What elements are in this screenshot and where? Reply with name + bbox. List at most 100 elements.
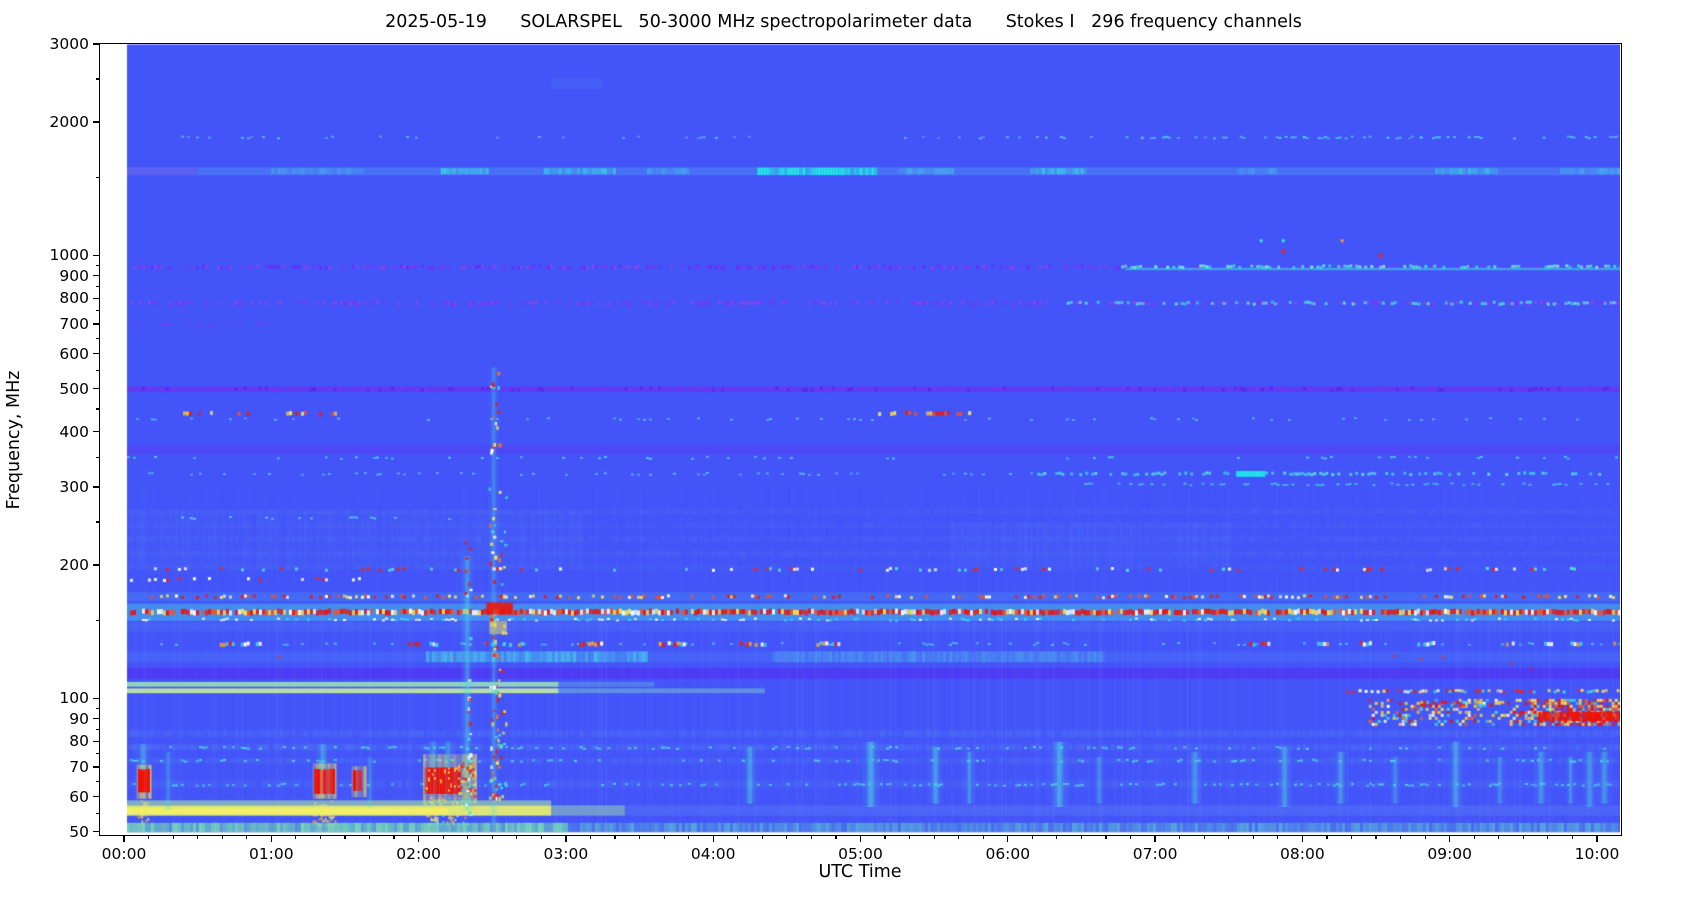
y-tick-label: 60 bbox=[69, 787, 89, 806]
x-minor-tick bbox=[319, 835, 321, 839]
y-major-tick bbox=[93, 323, 100, 325]
y-tick-label: 1000 bbox=[49, 246, 89, 265]
y-tick-label: 90 bbox=[69, 709, 89, 728]
x-minor-tick bbox=[909, 835, 911, 839]
y-minor-tick bbox=[96, 729, 100, 731]
x-minor-tick bbox=[1350, 835, 1353, 839]
y-tick-label: 2000 bbox=[49, 113, 89, 131]
x-tick-label: 05:00 bbox=[838, 845, 883, 863]
x-tick-label: 00:00 bbox=[101, 845, 147, 863]
x-minor-tick bbox=[467, 835, 469, 839]
x-tick-label: 06:00 bbox=[985, 845, 1031, 863]
plot-title: 2025-05-19 SOLARSPEL 50-3000 MHz spectro… bbox=[385, 12, 1302, 32]
x-minor-tick bbox=[1179, 835, 1181, 839]
y-minor-tick bbox=[96, 176, 100, 178]
x-minor-tick bbox=[1473, 835, 1475, 839]
x-minor-tick bbox=[221, 835, 223, 839]
x-tick-label: 09:00 bbox=[1427, 845, 1473, 863]
y-minor-tick bbox=[96, 619, 100, 621]
y-minor-tick bbox=[96, 310, 100, 312]
y-axis-label: Frequency, MHz bbox=[4, 370, 24, 510]
y-minor-tick bbox=[96, 78, 100, 80]
x-tick-label: 01:00 bbox=[248, 845, 294, 863]
y-major-tick bbox=[93, 697, 100, 699]
y-major-tick bbox=[93, 831, 100, 833]
x-major-tick bbox=[1449, 835, 1451, 842]
y-major-tick bbox=[93, 254, 100, 256]
x-minor-tick bbox=[663, 835, 665, 839]
x-minor-tick bbox=[810, 835, 812, 839]
x-minor-tick bbox=[614, 835, 616, 839]
x-major-tick bbox=[1154, 835, 1156, 842]
y-major-tick bbox=[93, 766, 100, 768]
y-major-tick bbox=[93, 431, 100, 433]
y-minor-tick bbox=[96, 753, 100, 755]
x-minor-tick bbox=[835, 835, 837, 839]
x-major-tick bbox=[1007, 835, 1009, 842]
y-tick-label: 3000 bbox=[49, 35, 89, 53]
x-minor-tick bbox=[786, 835, 788, 839]
y-minor-tick bbox=[96, 707, 100, 709]
x-minor-tick bbox=[1277, 835, 1279, 839]
x-minor-tick bbox=[884, 835, 886, 839]
y-major-tick bbox=[93, 297, 100, 299]
y-tick-label: 200 bbox=[59, 556, 89, 574]
y-tick-label: 600 bbox=[59, 344, 89, 363]
spectrogram-canvas bbox=[100, 44, 1620, 834]
y-tick-label: 400 bbox=[59, 422, 89, 441]
x-minor-tick bbox=[246, 835, 248, 839]
x-tick-label: 04:00 bbox=[690, 845, 736, 863]
x-tick-label: 07:00 bbox=[1132, 845, 1178, 863]
x-minor-tick bbox=[958, 835, 960, 839]
y-tick-label: 800 bbox=[59, 289, 89, 308]
x-minor-tick bbox=[1031, 835, 1033, 839]
x-minor-tick bbox=[1547, 835, 1549, 839]
x-minor-tick bbox=[1105, 835, 1107, 839]
x-major-tick bbox=[565, 835, 567, 842]
y-major-tick bbox=[93, 717, 100, 720]
y-minor-tick bbox=[96, 812, 100, 814]
x-major-tick bbox=[1301, 835, 1304, 842]
y-major-tick bbox=[93, 352, 100, 355]
x-minor-tick bbox=[516, 835, 518, 839]
y-minor-tick bbox=[96, 264, 100, 266]
x-major-tick bbox=[1596, 835, 1598, 842]
y-tick-label: 700 bbox=[59, 314, 89, 333]
y-major-tick bbox=[93, 564, 100, 566]
y-major-tick bbox=[93, 388, 100, 390]
y-tick-label: 80 bbox=[69, 732, 89, 751]
x-minor-tick bbox=[147, 835, 150, 839]
x-minor-tick bbox=[1080, 835, 1083, 839]
x-minor-tick bbox=[761, 835, 763, 839]
y-tick-label: 300 bbox=[59, 478, 89, 496]
x-minor-tick bbox=[197, 835, 199, 839]
x-minor-tick bbox=[1400, 835, 1402, 839]
x-minor-tick bbox=[368, 835, 371, 839]
x-tick-label: 03:00 bbox=[543, 845, 589, 863]
x-major-tick bbox=[417, 835, 420, 842]
x-major-tick bbox=[712, 835, 714, 842]
x-axis-label: UTC Time bbox=[818, 862, 902, 882]
x-minor-tick bbox=[1424, 835, 1426, 839]
y-minor-tick bbox=[96, 286, 100, 288]
y-minor-tick bbox=[96, 369, 100, 371]
x-minor-tick bbox=[1056, 835, 1058, 839]
x-tick-label: 10:00 bbox=[1574, 845, 1620, 863]
x-minor-tick bbox=[737, 835, 739, 839]
x-minor-tick bbox=[1498, 835, 1500, 839]
y-tick-label: 100 bbox=[59, 689, 89, 708]
y-minor-tick bbox=[96, 521, 100, 523]
x-minor-tick bbox=[688, 835, 690, 839]
y-tick-label: 50 bbox=[69, 822, 89, 841]
x-minor-tick bbox=[1129, 835, 1132, 839]
x-minor-tick bbox=[1375, 835, 1377, 839]
y-tick-label: 70 bbox=[69, 757, 89, 776]
x-minor-tick bbox=[295, 835, 297, 839]
y-major-tick bbox=[93, 795, 100, 798]
x-minor-tick bbox=[589, 835, 592, 839]
x-minor-tick bbox=[344, 835, 346, 839]
x-minor-tick bbox=[933, 835, 935, 839]
y-tick-label: 900 bbox=[59, 266, 89, 285]
x-minor-tick bbox=[442, 835, 444, 839]
